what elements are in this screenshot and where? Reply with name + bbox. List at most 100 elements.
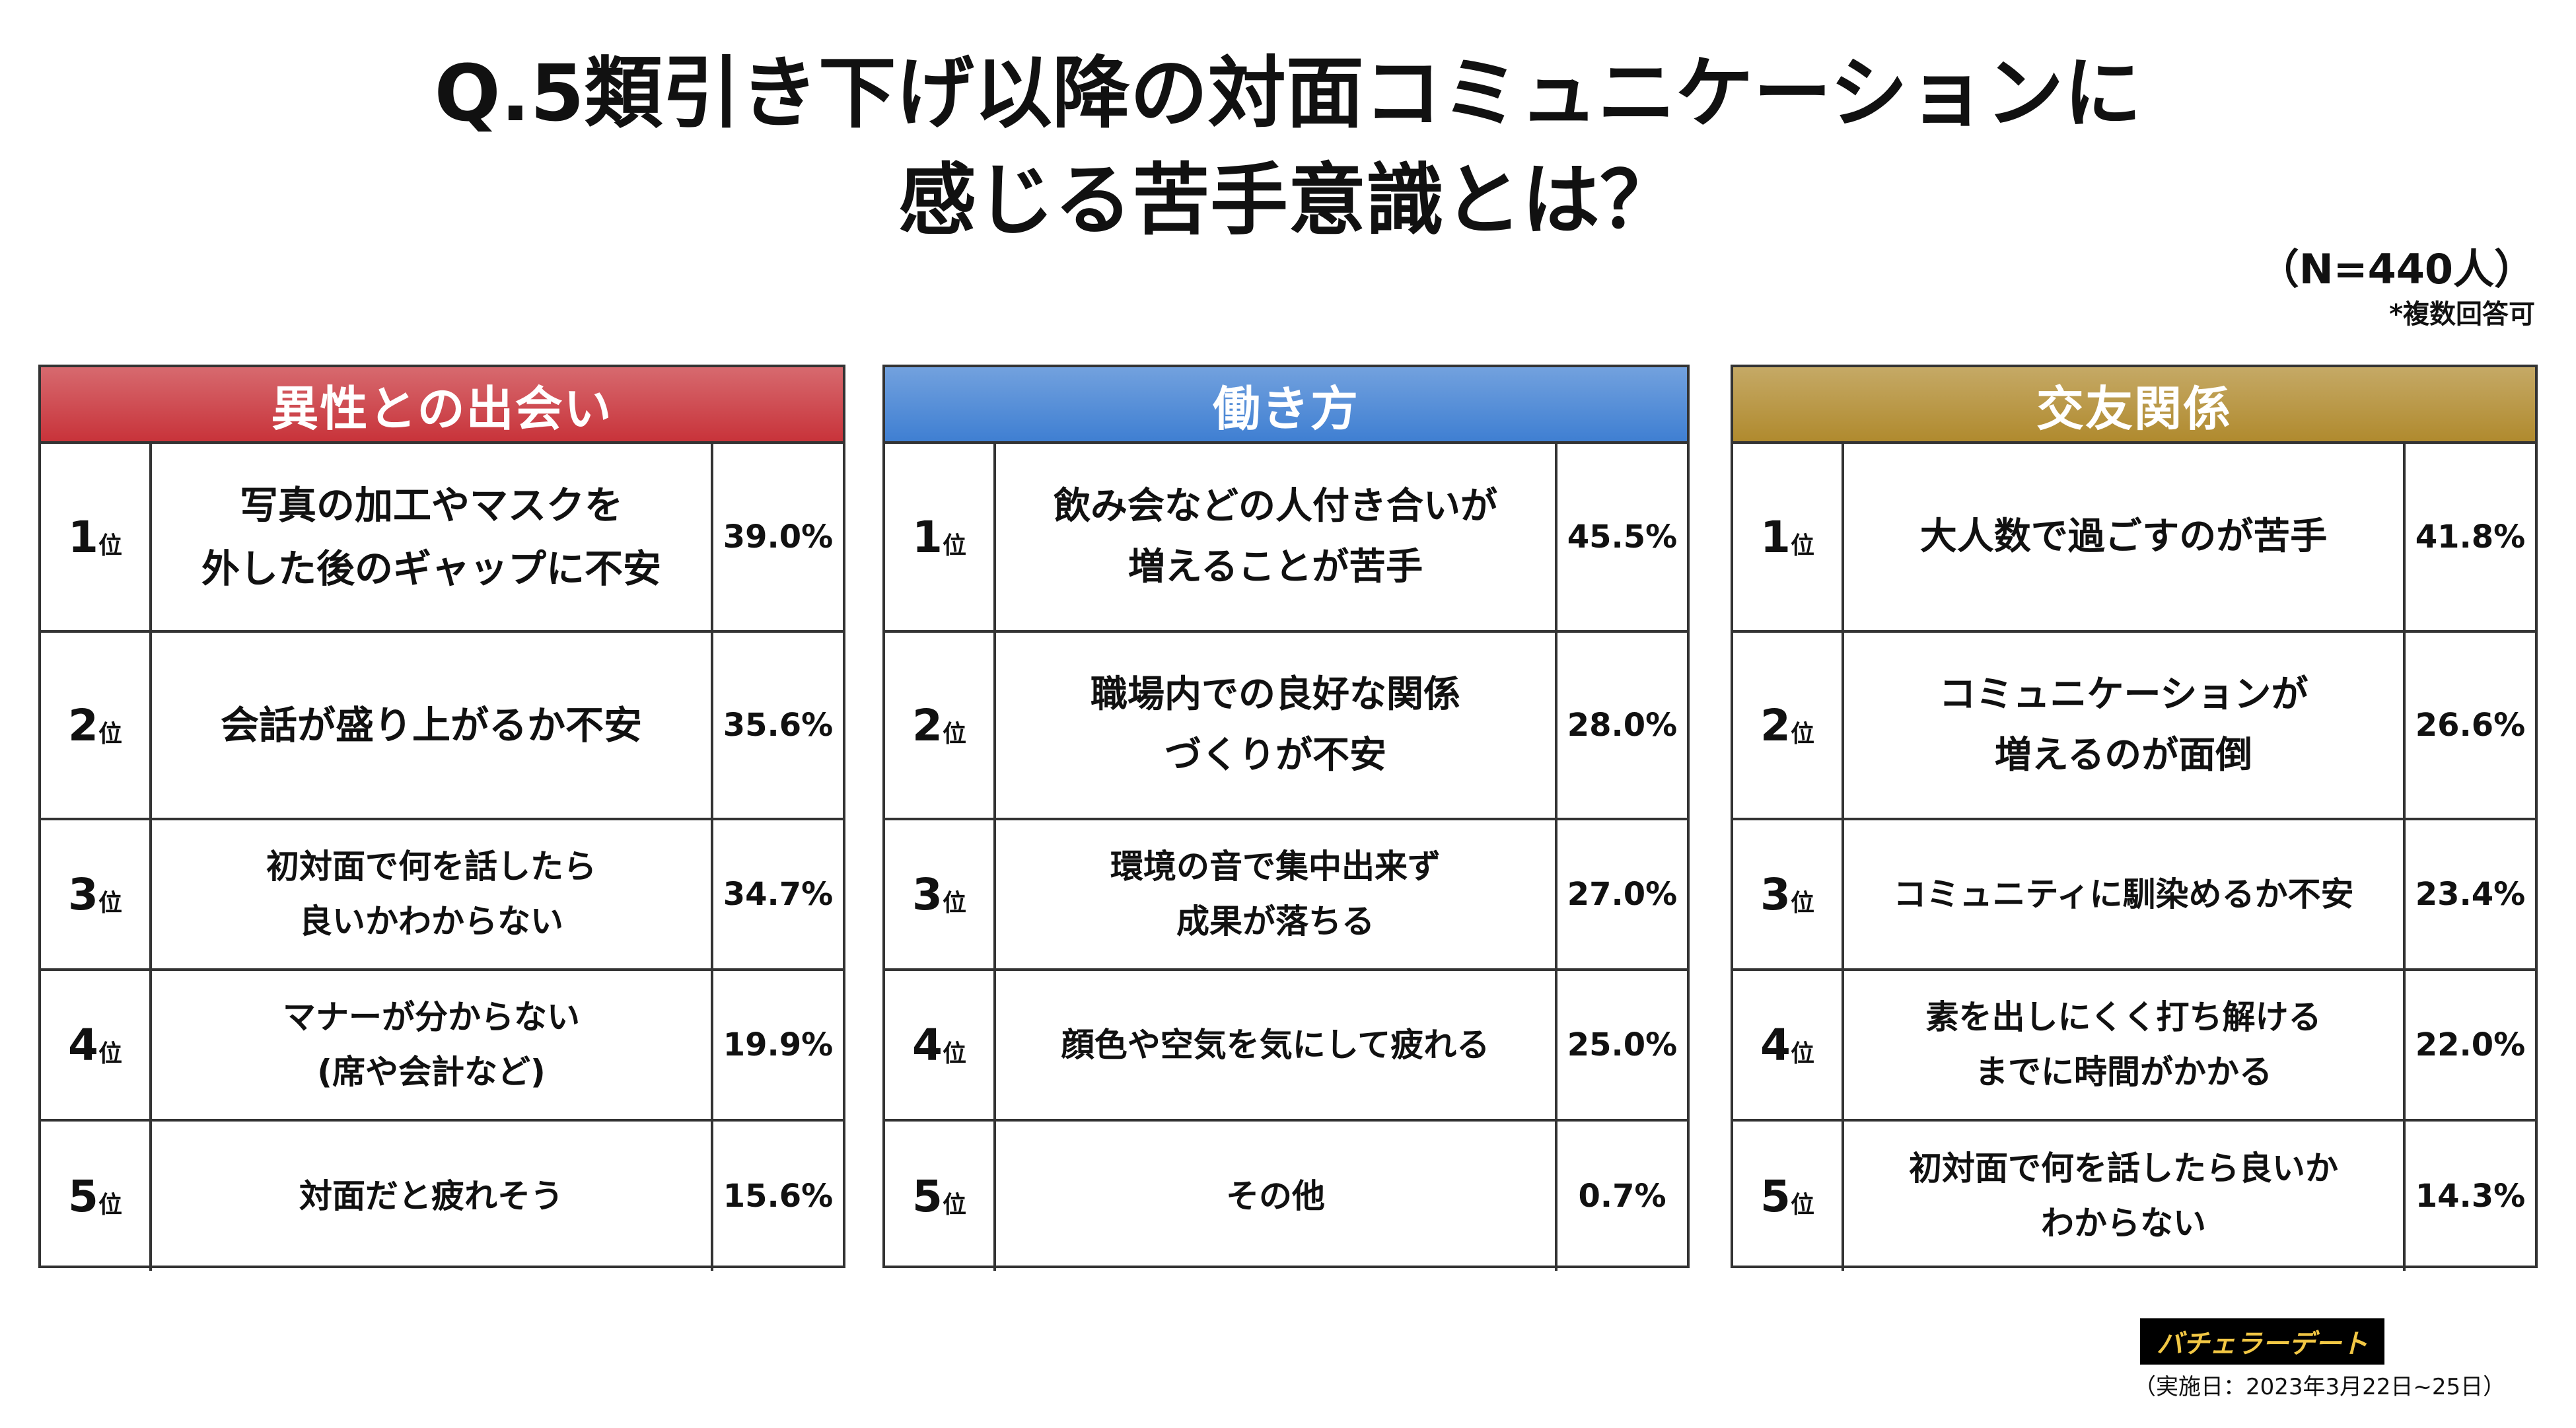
row-percentage: 22.0% (2415, 1026, 2526, 1063)
row-label: その他 (996, 1122, 1557, 1271)
row-label: マナーが分からない (席や会計など) (152, 971, 713, 1119)
rank-suffix: 位 (942, 532, 966, 559)
rank-suffix: 位 (942, 721, 966, 748)
rank-number: 2 (1760, 699, 1791, 751)
rank-suffix: 位 (1790, 1040, 1814, 1067)
table-row: 3 位コミュニティに馴染めるか不安 23.4% (1733, 820, 2535, 971)
table-friendship: 交友関係 1 位大人数で過ごすのが苦手 41.8% 2 位コミュニケーションが 増えるの… (1731, 365, 2538, 1271)
rank-number: 4 (1760, 1019, 1791, 1071)
rank-suffix: 位 (98, 532, 122, 559)
table-row: 3 位初対面で何を話したら 良いかわからない 34.7% (41, 820, 843, 971)
rank-suffix: 位 (1790, 532, 1814, 559)
rank-number: 4 (912, 1019, 943, 1071)
table-row: 2 位コミュニケーションが 増えるのが面倒 26.6% (1733, 633, 2535, 820)
row-percentage: 41.8% (2415, 518, 2526, 555)
row-label: 対面だと疲れそう (152, 1122, 713, 1271)
row-label: 初対面で何を話したら 良いかわからない (152, 820, 713, 968)
row-label: 大人数で過ごすのが苦手 (1844, 444, 2406, 630)
row-label: 職場内での良好な関係 づくりが不安 (996, 633, 1557, 818)
rank-number: 2 (912, 699, 943, 751)
table-row: 4 位素を出しにくく打ち解ける までに時間がかかる 22.0% (1733, 971, 2535, 1122)
rank-number: 2 (68, 699, 98, 751)
row-percentage: 26.6% (2415, 707, 2526, 744)
row-label: 素を出しにくく打ち解ける までに時間がかかる (1844, 971, 2406, 1119)
sample-size: （N=440人） (2258, 245, 2535, 293)
rank-number: 5 (912, 1170, 943, 1222)
brand-logo: バチェラーデート (2140, 1318, 2384, 1365)
rank-number: 5 (68, 1170, 98, 1222)
rank-number: 3 (1760, 869, 1791, 920)
row-percentage: 39.0% (723, 518, 834, 555)
row-percentage: 19.9% (723, 1026, 834, 1063)
table-row: 1 位大人数で過ごすのが苦手 41.8% (1733, 444, 2535, 633)
table-rows: 1 位大人数で過ごすのが苦手 41.8% 2 位コミュニケーションが 増えるのが面倒 26… (1733, 444, 2535, 1271)
table-header-romance: 異性との出会い (41, 367, 843, 444)
rank-suffix: 位 (98, 721, 122, 748)
row-label: 会話が盛り上がるか不安 (152, 633, 713, 818)
rank-number: 1 (68, 511, 98, 563)
rank-suffix: 位 (1790, 1192, 1814, 1219)
rank-suffix: 位 (942, 1040, 966, 1067)
row-percentage: 45.5% (1567, 518, 1678, 555)
table-row: 1 位写真の加工やマスクを 外した後のギャップに不安 39.0% (41, 444, 843, 633)
rank-number: 3 (68, 869, 98, 920)
row-percentage: 23.4% (2415, 876, 2526, 913)
multiple-answer-note: *複数回答可 (2389, 299, 2535, 330)
row-percentage: 15.6% (723, 1178, 834, 1215)
table-row: 5 位初対面で何を話したら良いか わからない 14.3% (1733, 1122, 2535, 1271)
row-label: 顔色や空気を気にして疲れる (996, 971, 1557, 1119)
row-label: 初対面で何を話したら良いか わからない (1844, 1122, 2406, 1271)
rank-suffix: 位 (942, 1192, 966, 1219)
table-header-friendship: 交友関係 (1733, 367, 2535, 444)
row-percentage: 28.0% (1567, 707, 1678, 744)
row-percentage: 35.6% (723, 707, 834, 744)
rank-number: 3 (912, 869, 943, 920)
row-label: コミュニティに馴染めるか不安 (1844, 820, 2406, 968)
rank-suffix: 位 (942, 890, 966, 917)
row-label: 飲み会などの人付き合いが 増えることが苦手 (996, 444, 1557, 630)
rank-number: 4 (68, 1019, 98, 1071)
table-row: 4 位顔色や空気を気にして疲れる 25.0% (885, 971, 1687, 1122)
table-work: 働き方 1 位飲み会などの人付き合いが 増えることが苦手 45.5% 2 位職場内での良… (882, 365, 1690, 1271)
survey-date: （実施日：2023年3月22日~25日） (2133, 1374, 2506, 1400)
rank-number: 1 (1760, 511, 1791, 563)
table-romance: 異性との出会い 1 位写真の加工やマスクを 外した後のギャップに不安 39.0% 2 位… (38, 365, 845, 1271)
title-line-2: 感じる苦手意識とは？ (898, 155, 1678, 246)
rank-suffix: 位 (98, 890, 122, 917)
row-percentage: 25.0% (1567, 1026, 1678, 1063)
table-row: 3 位環境の音で集中出来ず 成果が落ちる 27.0% (885, 820, 1687, 971)
table-row: 5 位その他 0.7% (885, 1122, 1687, 1271)
sample-note: （N=440人） *複数回答可 (2258, 243, 2535, 333)
rank-suffix: 位 (1790, 890, 1814, 917)
row-percentage: 34.7% (723, 876, 834, 913)
table-row: 5 位対面だと疲れそう 15.6% (41, 1122, 843, 1271)
row-percentage: 0.7% (1578, 1178, 1666, 1215)
row-label: コミュニケーションが 増えるのが面倒 (1844, 633, 2406, 818)
table-rows: 1 位写真の加工やマスクを 外した後のギャップに不安 39.0% 2 位会話が盛り上がる… (41, 444, 843, 1271)
rank-suffix: 位 (98, 1192, 122, 1219)
table-row: 1 位飲み会などの人付き合いが 増えることが苦手 45.5% (885, 444, 1687, 633)
row-label: 環境の音で集中出来ず 成果が落ちる (996, 820, 1557, 968)
row-percentage: 27.0% (1567, 876, 1678, 913)
table-row: 2 位職場内での良好な関係 づくりが不安 28.0% (885, 633, 1687, 820)
table-row: 2 位会話が盛り上がるか不安 35.6% (41, 633, 843, 820)
rank-suffix: 位 (98, 1040, 122, 1067)
rank-number: 5 (1760, 1170, 1791, 1222)
rank-suffix: 位 (1790, 721, 1814, 748)
row-percentage: 14.3% (2415, 1178, 2526, 1215)
